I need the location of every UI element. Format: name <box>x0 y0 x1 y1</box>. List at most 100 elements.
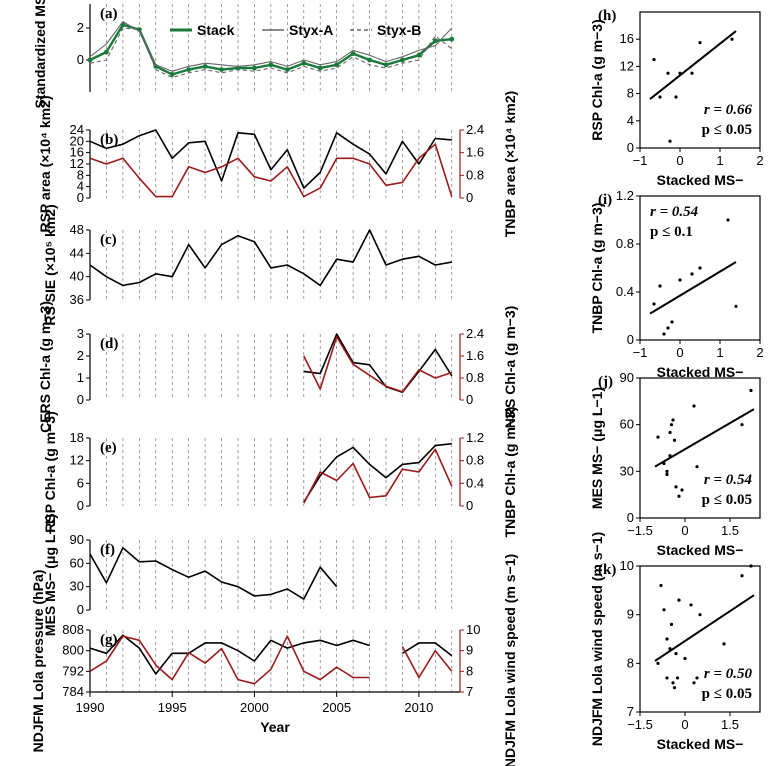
scatter-point <box>658 95 662 99</box>
scatter-point <box>662 608 666 612</box>
ylabel-i-line: TNBP Chl-a (g m−3) <box>589 203 605 334</box>
y-tick-label: 60 <box>70 555 84 570</box>
stack-point <box>268 62 274 68</box>
scatter-point <box>665 472 669 477</box>
x-tick-label: 1 <box>716 345 723 360</box>
scatter-point <box>690 272 694 276</box>
y-tick-label: 0 <box>77 602 84 617</box>
stack-point <box>350 51 356 56</box>
x-tick-label: 0 <box>676 345 683 360</box>
panel-a: 0 2 (a) Stack Styx-A Styx-B <box>77 4 455 92</box>
series-line-styx-b <box>89 27 453 79</box>
legend-label: Stack <box>197 22 235 38</box>
stack-point <box>383 62 389 68</box>
scatter-point <box>677 598 681 602</box>
stack-point <box>301 60 307 66</box>
y-tick-label: 30 <box>70 579 84 594</box>
x-axis-title: Stacked MS− <box>657 172 744 188</box>
correlation-r: r = 0.50 <box>704 666 753 682</box>
ylabel-b-line: RSP area (×10⁴ km2) <box>37 95 53 232</box>
ylabel2-d: NRS Chl-a (g m−3) <box>502 306 518 429</box>
x-tick-label: 2010 <box>404 700 433 715</box>
scatter-point <box>675 676 680 680</box>
y2-tick-label: 8 <box>466 663 473 678</box>
scatter-point <box>749 564 753 568</box>
scatter-point <box>674 485 678 489</box>
y-tick-label: 2 <box>77 20 84 35</box>
scatter-point <box>656 435 660 439</box>
panel-d: 0 1 2 3 0 0.8 1.6 2.4 (d) <box>77 326 484 407</box>
scatter-point <box>695 465 699 469</box>
ylabel2-g-line: NDJFM Lola wind speed (m s−1) <box>502 554 518 766</box>
scatter-point <box>668 430 672 435</box>
p-value: p ≤ 0.05 <box>702 492 752 508</box>
y-tick-label: 808 <box>62 622 84 637</box>
y-tick-label: 24 <box>70 122 84 137</box>
panel-g: 784 792 800 808 7 8 9 10 1990 1995 2000 2005 2010 Yea… <box>62 622 480 735</box>
scatter-point <box>659 583 663 588</box>
series-line-mes-ms- <box>89 546 338 600</box>
panel-label: (c) <box>100 232 117 248</box>
y-tick-label: 12 <box>70 453 84 468</box>
ylabel-e-line: RSP Chl-a (g m−3) <box>42 411 58 533</box>
y-tick-label: 4 <box>77 179 84 194</box>
y-tick-label: 48 <box>70 222 84 237</box>
scatter-point <box>678 278 682 282</box>
y-tick-label: 30 <box>620 463 634 478</box>
regression-line <box>654 594 755 662</box>
ylabel2-b-line: TNBP area (×10⁴ km2) <box>502 91 518 237</box>
scatter-point <box>677 494 681 498</box>
series-line-styx-a <box>89 21 453 72</box>
plot-frame <box>639 195 761 341</box>
ylabel-h-line: RSP Chl-a (g m−3) <box>589 19 605 141</box>
y-tick-label: 6 <box>77 475 84 490</box>
series-line-rs-sie <box>89 229 452 287</box>
stack-point <box>449 36 455 42</box>
y2-tick-label: 0 <box>466 498 473 513</box>
panel-label: (g) <box>100 632 118 648</box>
x-tick-label: −1 <box>633 345 648 360</box>
y-tick-label: 0 <box>77 190 84 205</box>
panel-label: (h) <box>598 8 616 24</box>
scatter-point <box>666 326 670 330</box>
stack-point <box>367 57 372 63</box>
x-axis-title: Year <box>260 719 290 735</box>
panel-k: 7 8 9 10 −1.5 0 1.5 Stacked MS− (k) r = 0.50 p ≤ 0… <box>598 558 761 752</box>
stack-point <box>334 62 340 68</box>
y-tick-label: 16 <box>70 145 84 160</box>
x-tick-label: 1 <box>716 153 723 168</box>
scatter-point <box>674 652 678 656</box>
stack-point <box>169 72 175 77</box>
ylabel2-e-line: TNBP Chl-a (g m−3) <box>502 407 518 538</box>
panel-label: (i) <box>598 192 612 208</box>
stack-point <box>252 65 257 71</box>
scatter-point <box>689 603 693 607</box>
y-tick-label: 0 <box>77 498 84 513</box>
y2-tick-label: 9 <box>466 643 473 658</box>
legend-label: Styx-A <box>289 22 333 38</box>
ylabel-d: CERS Chl-a (g m−3) <box>37 301 53 433</box>
correlation-r: r = 0.66 <box>704 102 753 118</box>
scatter-point <box>672 686 677 690</box>
ylabel-j: MES MS− (μg L−1) <box>589 387 605 509</box>
y2-tick-label: 7 <box>466 684 473 699</box>
y2-tick-label: 0 <box>466 190 473 205</box>
ylabel-k: NDJFM Lola wind speed (m s−1) <box>589 532 605 746</box>
ylabel-h: RSP Chl-a (g m−3) <box>589 19 605 141</box>
y-tick-label: 1 <box>77 370 84 385</box>
x-tick-label: 0 <box>676 153 683 168</box>
y-tick-label: 8 <box>627 86 634 101</box>
panel-label: (b) <box>100 132 118 148</box>
panel-label: (a) <box>100 6 118 22</box>
series-line-tnbp-chl-a <box>303 448 453 504</box>
y-tick-label: 2 <box>77 348 84 363</box>
ylabel-g: NDJFM Lola pressure (hPa) <box>30 570 46 753</box>
panel-e: 0 6 12 18 0 0.4 0.8 1.2 (e) <box>70 430 485 513</box>
scatter-point <box>671 418 675 422</box>
plot-frame <box>639 565 761 713</box>
stack-point <box>400 57 405 63</box>
scatter-point <box>652 58 656 62</box>
y2-tick-label: 0 <box>466 392 473 407</box>
x-tick-label: −1.5 <box>627 717 653 732</box>
